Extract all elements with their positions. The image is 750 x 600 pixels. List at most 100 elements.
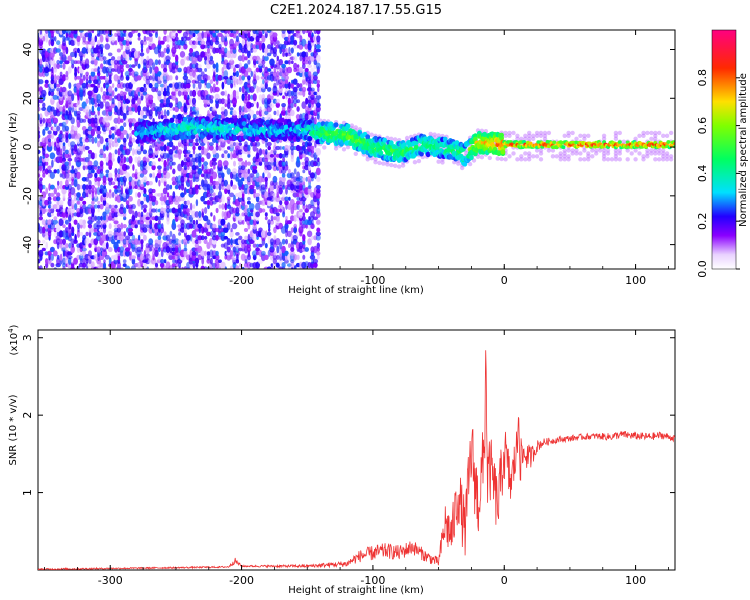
spectrogram-noise-cell [255,43,260,50]
spectrogram-noise-cell [113,241,119,250]
spectrogram-noise-cell [172,107,175,111]
spectrogram-noise-cell [175,54,179,62]
spectrogram-noise-cell [123,216,127,221]
spectrogram-noise-cell [71,226,75,234]
spectrogram-noise-cell [218,183,222,192]
spectrogram-noise-cell [194,239,200,244]
spectrogram-noise-cell [226,50,231,59]
spectrogram-noise-cell [42,173,46,178]
spectrogram-noise-cell [64,161,70,166]
spectrogram-noise-cell [136,75,142,81]
spectrogram-noise-cell [85,188,89,194]
spectrogram-noise-cell [142,106,148,112]
spectrogram-noise-cell [114,204,118,209]
spectrogram-noise-cell [157,235,162,240]
spectrogram-noise-cell [142,86,148,93]
spectrogram-noise-cell [125,64,130,69]
spectrogram-band-cell [629,151,634,156]
spectrogram-noise-cell [304,208,310,213]
spectrogram-noise-cell [168,160,174,167]
spectrogram-noise-cell [174,36,179,42]
spectrogram-noise-cell [232,71,237,77]
spectrogram-noise-cell [62,35,66,42]
spectrogram-noise-cell [62,257,66,266]
spectrogram-noise-cell [49,184,55,190]
spectrogram-noise-cell [223,150,228,154]
spectrogram-noise-cell [177,90,182,97]
spectrogram-noise-cell [284,60,289,65]
spectrogram-noise-cell [59,148,63,156]
spectrogram-noise-cell [160,63,164,69]
spectrogram-noise-cell [120,32,124,38]
spectrogram-noise-cell [45,187,49,195]
spectrogram-noise-cell [120,156,124,164]
spectrogram-noise-cell [241,199,246,207]
spectrogram-band-cell [341,147,347,152]
spectrogram-noise-cell [244,91,248,96]
spectrogram-noise-cell [200,235,205,241]
spectrogram-noise-cell [42,128,46,136]
spectrogram-noise-cell [226,222,231,231]
spectrogram-noise-cell [244,93,248,101]
spectrogram-noise-cell [56,75,61,81]
spectrogram-noise-cell [232,184,237,190]
spectrogram-noise-cell [70,187,76,195]
spectrogram-noise-cell [215,152,220,159]
spectrogram-noise-cell [261,250,266,256]
spectrogram-noise-cell [111,191,115,198]
spectrogram-noise-cell [122,243,127,248]
spectrogram-noise-cell [119,99,124,104]
spectrogram-noise-cell [154,262,159,268]
spectrogram-noise-cell [305,204,308,209]
spectrogram-noise-cell [197,254,203,261]
spectrogram-noise-cell [55,48,61,53]
spectrogram-noise-cell [246,113,252,121]
spectrogram-noise-cell [41,219,46,226]
spectrogram-noise-cell [157,165,162,170]
spectrogram-noise-cell [104,254,110,260]
spectrogram-band-cell [633,157,638,162]
spectrogram-noise-cell [124,70,131,77]
spectrogram-noise-cell [148,255,154,260]
spectrogram-noise-cell [59,184,63,190]
spectrogram-noise-cell [85,231,89,237]
spectrogram-noise-cell [90,214,96,223]
spectrogram-noise-cell [102,144,107,152]
spectrogram-noise-cell [70,51,76,58]
spectrogram-noise-cell [38,71,44,77]
spectrogram-noise-cell [195,234,199,241]
spectrogram-noise-cell [171,263,176,268]
spectrogram-noise-cell [232,254,237,261]
spectrogram-noise-cell [82,191,87,199]
spectrogram-noise-cell [38,99,44,104]
spectrogram-noise-cell [99,34,104,43]
spectrogram-noise-cell [108,35,113,43]
spectrogram-noise-cell [142,91,148,96]
spectrogram-noise-cell [84,128,90,137]
spectrogram-noise-cell [191,97,197,105]
spectrogram-noise-cell [48,207,51,214]
spectrogram-noise-cell [160,223,164,230]
spectrogram-noise-cell [100,220,103,225]
spectrogram-noise-cell [85,192,90,198]
spectrogram-noise-cell [49,171,56,179]
spectrogram-noise-cell [109,189,112,193]
spectrogram-noise-cell [94,136,98,144]
spectrogram-noise-cell [253,188,257,194]
spectrogram-band-cell [550,154,556,159]
spectrogram-noise-cell [267,172,272,179]
spectrogram-noise-cell [152,246,156,253]
spectrogram-noise-cell [47,200,52,205]
spectrogram-noise-cell [146,71,150,77]
spectrogram-noise-cell [180,58,185,66]
spectrogram-noise-cell [74,106,77,112]
spectrogram-noise-cell [158,179,161,187]
spectrogram-noise-cell [68,148,72,156]
spectrogram-noise-cell [61,121,67,128]
spectrogram-noise-cell [302,177,306,182]
spectrogram-band-cell [377,160,382,166]
spectrogram-band-cell [389,162,394,168]
spectrogram-noise-cell [85,44,89,49]
spectrogram-noise-cell [314,116,317,125]
spectrogram-noise-cell [96,220,102,225]
